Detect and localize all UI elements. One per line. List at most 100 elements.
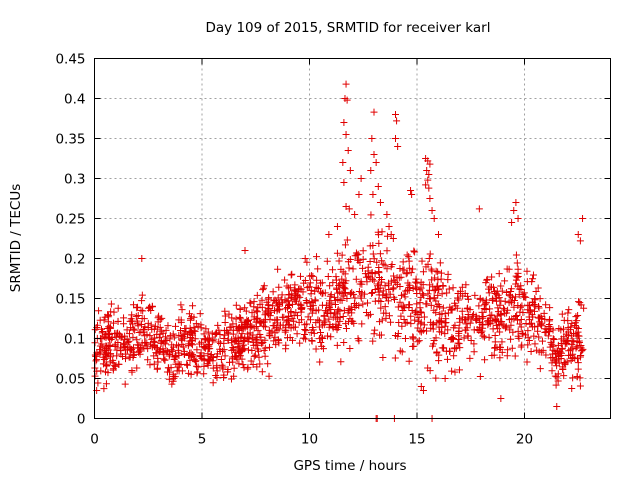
data-point: [549, 335, 557, 343]
data-point: [274, 336, 282, 344]
data-point: [441, 375, 449, 383]
data-point: [486, 314, 494, 322]
data-point: [134, 311, 142, 319]
data-point: [146, 303, 154, 311]
data-point: [418, 257, 426, 265]
data-point: [390, 284, 398, 292]
data-point: [425, 171, 433, 178]
data-point: [375, 280, 383, 288]
data-point: [193, 369, 201, 377]
data-point: [224, 365, 232, 373]
data-point: [339, 313, 347, 321]
data-point: [144, 323, 152, 331]
data-point: [354, 250, 362, 258]
data-point: [298, 303, 306, 311]
data-point: [475, 205, 483, 213]
data-point: [287, 271, 295, 279]
data-point: [120, 314, 128, 322]
data-point: [547, 338, 555, 346]
data-point: [411, 248, 419, 256]
data-point: [407, 187, 415, 194]
data-point: [202, 325, 210, 333]
data-point: [285, 321, 293, 329]
data-point: [433, 303, 441, 311]
data-point: [138, 315, 146, 323]
data-point: [346, 315, 354, 323]
data-point: [408, 191, 416, 198]
data-point: [501, 277, 509, 285]
data-point: [422, 263, 430, 271]
data-point: [383, 265, 391, 273]
data-point: [416, 286, 424, 294]
data-point: [333, 341, 341, 349]
data-point: [249, 331, 257, 339]
data-point: [325, 231, 333, 238]
x-tick-label: 5: [198, 432, 207, 448]
data-point: [200, 370, 208, 378]
data-point: [183, 330, 191, 338]
data-point: [364, 267, 372, 275]
data-point: [326, 292, 334, 300]
data-point: [558, 344, 566, 352]
data-point: [221, 312, 229, 320]
data-point: [126, 353, 134, 361]
data-point: [210, 336, 218, 344]
data-point: [150, 337, 158, 345]
data-point: [523, 358, 531, 366]
data-point: [473, 326, 481, 334]
data-point: [217, 356, 225, 364]
data-point: [524, 327, 532, 335]
data-point: [336, 296, 344, 304]
data-point: [409, 342, 417, 350]
data-point: [146, 361, 154, 369]
data-point: [528, 319, 536, 327]
data-point: [470, 348, 478, 356]
data-point: [148, 343, 156, 351]
data-point: [232, 315, 240, 323]
data-point: [462, 281, 470, 289]
data-point: [278, 291, 286, 299]
data-point: [123, 326, 131, 334]
data-point: [560, 316, 568, 324]
data-point: [332, 313, 340, 321]
data-point: [555, 347, 563, 355]
data-point: [531, 340, 539, 348]
data-point: [363, 278, 371, 286]
data-point: [529, 313, 537, 321]
data-point: [545, 328, 553, 336]
data-point: [221, 307, 229, 315]
data-point: [379, 354, 387, 362]
data-point: [130, 301, 138, 309]
data-point: [476, 318, 484, 326]
data-point: [512, 272, 520, 280]
data-point: [208, 337, 216, 345]
data-point: [325, 304, 333, 312]
data-point: [197, 321, 205, 329]
data-point: [140, 344, 148, 352]
data-point: [392, 135, 399, 142]
data-point: [369, 250, 377, 258]
data-point: [549, 326, 557, 334]
data-point: [307, 286, 315, 294]
data-point: [349, 265, 357, 273]
data-point: [374, 285, 382, 293]
data-point: [342, 320, 350, 328]
data-point: [372, 159, 380, 166]
data-point: [568, 319, 576, 327]
data-point: [306, 279, 314, 287]
data-point: [419, 268, 427, 276]
data-point: [287, 294, 295, 302]
data-point: [250, 298, 258, 306]
data-point: [554, 377, 562, 385]
data-point: [569, 345, 577, 353]
data-point: [503, 288, 511, 296]
data-point: [425, 184, 433, 192]
data-points: [91, 80, 588, 422]
data-point: [100, 356, 108, 364]
data-point: [422, 181, 430, 189]
data-point: [451, 368, 459, 376]
data-point: [348, 288, 356, 296]
y-tick-label: 0: [77, 412, 86, 428]
data-point: [250, 352, 258, 360]
data-point: [237, 314, 245, 322]
